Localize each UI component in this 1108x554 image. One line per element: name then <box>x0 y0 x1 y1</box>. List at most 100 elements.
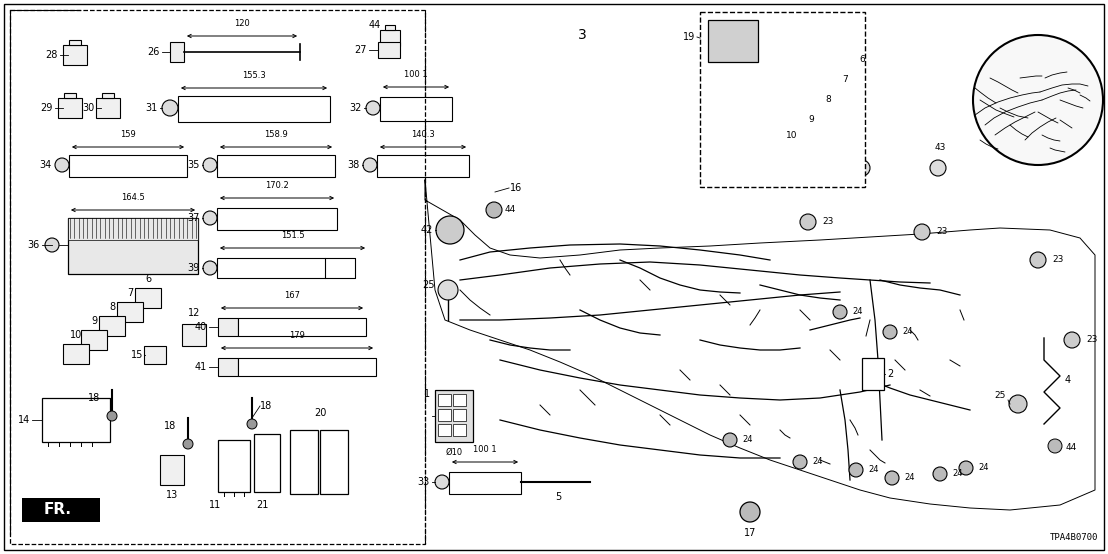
Text: 100 1: 100 1 <box>473 445 496 454</box>
Bar <box>218 440 250 492</box>
Bar <box>783 98 806 116</box>
Bar <box>453 409 466 421</box>
Bar <box>438 409 451 421</box>
Text: 39: 39 <box>187 263 201 273</box>
Bar <box>160 455 184 485</box>
Bar <box>117 302 143 322</box>
Circle shape <box>885 471 899 485</box>
Circle shape <box>203 158 217 172</box>
Circle shape <box>247 419 257 429</box>
Circle shape <box>793 455 807 469</box>
Text: 18: 18 <box>88 393 100 403</box>
Circle shape <box>815 139 833 157</box>
Circle shape <box>162 100 178 116</box>
Bar <box>22 498 100 522</box>
Text: 140.3: 140.3 <box>411 130 434 139</box>
Text: 22: 22 <box>837 140 848 148</box>
Circle shape <box>1009 395 1027 413</box>
Bar <box>135 288 161 308</box>
Text: 17: 17 <box>743 528 756 538</box>
Bar <box>42 398 110 442</box>
Bar <box>63 344 89 364</box>
Bar <box>99 316 125 336</box>
Bar <box>58 98 82 118</box>
Text: 33: 33 <box>418 477 430 487</box>
Bar <box>68 218 198 240</box>
Text: 120: 120 <box>234 19 250 28</box>
Text: 21: 21 <box>256 500 268 510</box>
Text: 8: 8 <box>109 302 115 312</box>
Bar <box>449 472 521 494</box>
Bar <box>438 424 451 436</box>
Text: 27: 27 <box>355 45 367 55</box>
Text: 7: 7 <box>127 288 133 298</box>
Circle shape <box>1064 332 1080 348</box>
Circle shape <box>366 101 380 115</box>
Bar <box>102 93 114 98</box>
Text: 8: 8 <box>825 95 831 104</box>
Circle shape <box>486 202 502 218</box>
Circle shape <box>800 214 815 230</box>
Text: 155.3: 155.3 <box>243 71 266 80</box>
Bar <box>800 78 822 96</box>
Text: 40: 40 <box>195 322 207 332</box>
Bar <box>69 40 81 45</box>
Circle shape <box>854 160 870 176</box>
Bar <box>700 12 865 187</box>
Bar <box>378 42 400 58</box>
Text: 9: 9 <box>91 316 98 326</box>
Text: 5: 5 <box>555 492 561 502</box>
Text: 16: 16 <box>510 183 522 193</box>
Bar <box>63 45 88 65</box>
Circle shape <box>45 238 59 252</box>
Text: 35: 35 <box>187 160 201 170</box>
Text: 43: 43 <box>852 143 864 152</box>
Bar <box>68 218 198 274</box>
Text: 4: 4 <box>1065 375 1071 385</box>
Bar <box>217 208 337 230</box>
Text: 44: 44 <box>369 20 381 30</box>
Text: 6: 6 <box>859 54 864 64</box>
Bar <box>217 258 325 278</box>
Bar <box>217 155 335 177</box>
Text: 19: 19 <box>683 32 695 42</box>
Bar <box>69 155 187 177</box>
Text: 23: 23 <box>822 218 833 227</box>
Bar <box>817 58 839 76</box>
Text: 20: 20 <box>314 408 326 418</box>
Text: 24: 24 <box>868 465 879 474</box>
Text: 15: 15 <box>131 350 143 360</box>
Bar <box>218 358 238 376</box>
Bar <box>81 330 107 350</box>
Text: 41: 41 <box>195 362 207 372</box>
Bar <box>435 390 473 442</box>
Text: 24: 24 <box>978 464 988 473</box>
Circle shape <box>930 160 946 176</box>
Circle shape <box>55 158 69 172</box>
Circle shape <box>933 467 947 481</box>
Circle shape <box>740 502 760 522</box>
Text: 9: 9 <box>808 115 813 124</box>
Text: 34: 34 <box>40 160 52 170</box>
Bar <box>384 25 394 30</box>
Text: 23: 23 <box>1051 255 1064 264</box>
Bar <box>144 346 166 364</box>
Text: 42: 42 <box>421 225 433 235</box>
Text: 24: 24 <box>852 307 862 316</box>
Text: 18: 18 <box>164 421 176 431</box>
Bar <box>834 38 856 56</box>
Bar <box>377 155 469 177</box>
Circle shape <box>107 411 117 421</box>
Text: 158.9: 158.9 <box>264 130 288 139</box>
Bar <box>453 424 466 436</box>
Text: 159: 159 <box>120 130 136 139</box>
Circle shape <box>1030 252 1046 268</box>
Text: 44: 44 <box>1066 444 1077 453</box>
Text: 24: 24 <box>742 435 752 444</box>
Text: 13: 13 <box>166 490 178 500</box>
Bar <box>182 324 206 346</box>
Circle shape <box>833 305 847 319</box>
Text: 30: 30 <box>83 103 95 113</box>
Bar <box>380 97 452 121</box>
Circle shape <box>973 35 1102 165</box>
